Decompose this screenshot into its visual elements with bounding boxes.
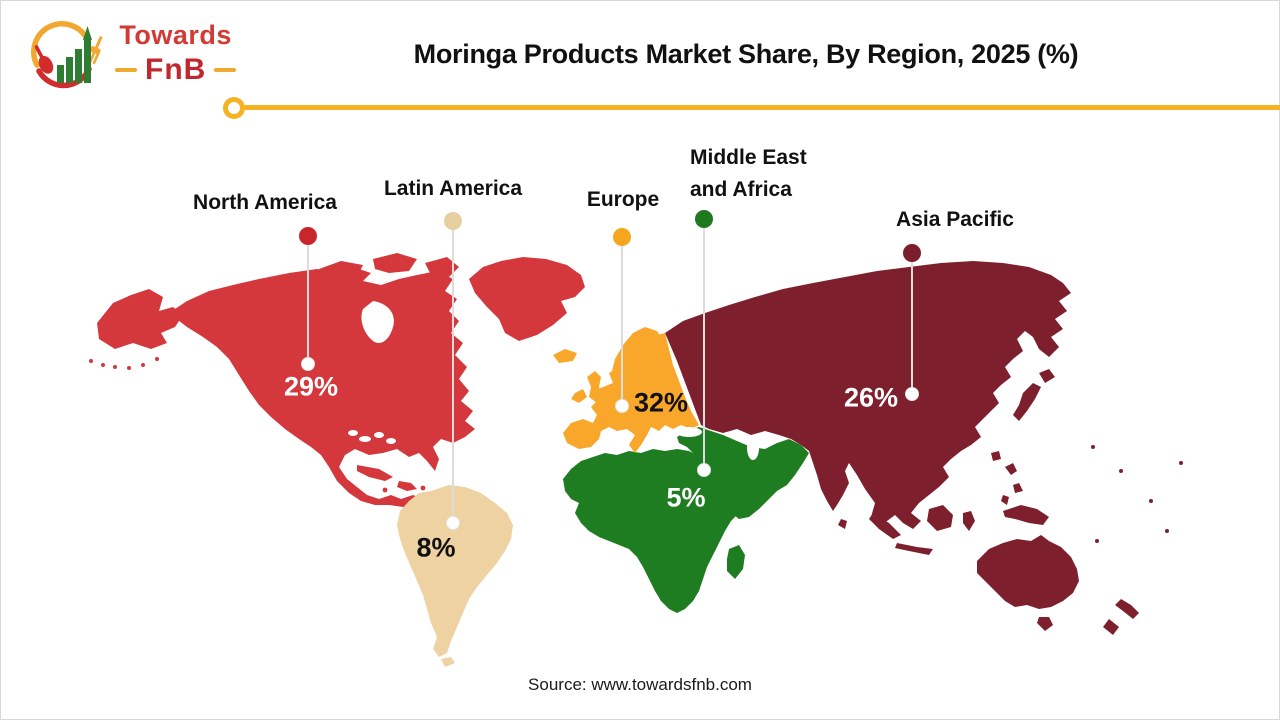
region-middle-east-shape (677, 427, 809, 519)
value-label-middle-east-africa: 5% (666, 482, 706, 513)
value-label-latin-america: 8% (416, 532, 456, 563)
marker-dot-europe (613, 228, 631, 246)
leader-lines (299, 210, 921, 530)
source-note: Source: www.towardsfnb.com (528, 675, 752, 694)
region-latin-america-shape (397, 485, 513, 667)
brand-logo-text: Towards FnB (115, 19, 237, 86)
marker-dot-middle-east-africa (695, 210, 713, 228)
region-europe-shape (553, 327, 699, 453)
marker-dot-latin-america (444, 212, 462, 230)
leader-endpoint-middle-east-africa (697, 463, 711, 477)
brand-name-top: Towards (119, 19, 232, 50)
accent-ring (223, 97, 245, 119)
brand-logo: Towards FnB (25, 13, 237, 93)
marker-dot-north-america (299, 227, 317, 245)
brand-name-bottom: FnB (145, 52, 207, 86)
spoon-icon (34, 45, 54, 74)
region-africa-shape (563, 449, 755, 613)
region-label-middle-east-africa: Middle East and Africa (690, 146, 807, 201)
region-label-asia-pacific: Asia Pacific (896, 208, 1014, 231)
caspian-sea (747, 436, 759, 460)
region-asia-pacific-shape (665, 261, 1183, 635)
bar-chart-icon (57, 26, 92, 83)
leader-endpoint-north-america (301, 357, 315, 371)
leader-endpoint-latin-america (446, 516, 460, 530)
region-label-north-america: North America (193, 191, 337, 214)
brand-logo-icon (31, 21, 103, 89)
accent-divider-line (245, 105, 1280, 110)
region-label-latin-america: Latin America (383, 177, 523, 200)
leader-endpoint-asia-pacific (905, 387, 919, 401)
logo-dash-right (214, 67, 237, 72)
value-label-north-america: 29% (283, 371, 339, 402)
value-label-europe: 32% (633, 387, 689, 418)
black-sea (676, 427, 702, 437)
value-label-asia-pacific: 26% (843, 382, 899, 413)
leader-endpoint-europe (615, 399, 629, 413)
region-label-europe: Europe (586, 188, 660, 211)
marker-dot-asia-pacific (903, 244, 921, 262)
logo-dash-left (115, 67, 137, 72)
logo-arc-yellow (31, 21, 90, 68)
region-north-america-shape (89, 253, 585, 507)
page-title: Moringa Products Market Share, By Region… (413, 39, 1079, 69)
